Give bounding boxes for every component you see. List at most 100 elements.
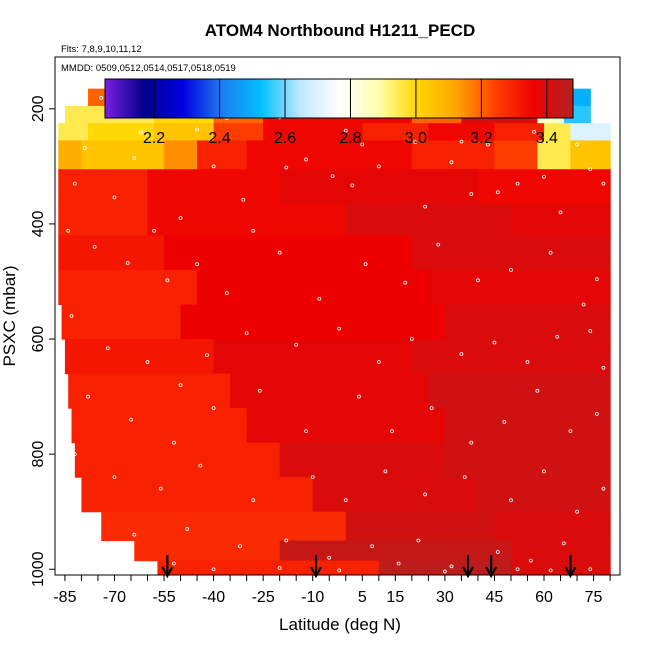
curtain-cell	[58, 123, 89, 142]
sample-point	[211, 164, 216, 169]
x-tick-label: 45	[486, 589, 504, 606]
sample-point	[211, 567, 216, 572]
curtain-cell	[147, 203, 347, 237]
sample-point	[528, 558, 533, 563]
sample-point	[132, 155, 137, 160]
sample-point	[449, 160, 454, 165]
curtain-cell	[197, 140, 248, 170]
curtain-cell	[61, 304, 182, 340]
flight-arrow	[310, 555, 322, 579]
curtain-cell	[157, 560, 380, 575]
sample-point	[357, 394, 361, 399]
sample-point	[568, 429, 573, 434]
curtain-layer	[81, 477, 611, 513]
curtain-cell	[428, 269, 611, 306]
sample-point	[112, 475, 117, 480]
curtain-cell	[81, 140, 165, 170]
flight-arrow	[564, 555, 577, 579]
sample-point	[423, 492, 427, 497]
y-tick-label: 1000	[30, 551, 47, 587]
curtain-cell	[570, 140, 611, 170]
curtain-layer	[58, 140, 611, 170]
sample-point	[376, 164, 381, 169]
curtain-cell	[58, 203, 149, 237]
sample-point	[178, 216, 183, 221]
sample-point	[594, 277, 599, 282]
curtain-cell	[88, 88, 106, 107]
sample-point	[251, 498, 256, 503]
sample-point	[145, 360, 150, 364]
curtain-cell	[58, 140, 83, 170]
sample-point	[158, 486, 163, 491]
sample-point	[284, 165, 289, 170]
sample-point	[495, 190, 500, 195]
sample-point	[601, 365, 606, 370]
sample-point	[244, 331, 249, 336]
curtain-layer	[134, 540, 611, 562]
sample-point	[532, 129, 536, 134]
curtain-cell	[279, 442, 446, 478]
sample-point	[257, 388, 262, 393]
curtain-layer	[71, 408, 611, 444]
sample-point	[165, 278, 170, 283]
sample-point	[99, 95, 104, 100]
sample-point	[588, 567, 593, 572]
curtain-cell	[544, 123, 572, 142]
x-tick-label: 30	[436, 589, 454, 606]
curtain-layer	[74, 442, 611, 478]
curtain-cell	[230, 373, 429, 409]
sample-point	[492, 340, 497, 345]
sample-point	[304, 429, 309, 434]
sample-point	[178, 383, 183, 387]
x-tick-label: 60	[535, 589, 553, 606]
curtain-cell	[378, 560, 512, 575]
colorbar-tick-label: 2.4	[208, 130, 230, 147]
sample-point	[403, 280, 408, 285]
curtain-layer	[101, 511, 611, 542]
sample-point	[485, 142, 490, 147]
sample-point	[396, 561, 401, 566]
curtain-layer	[58, 269, 611, 306]
x-tick-label: -70	[103, 589, 126, 606]
curtain-cell	[147, 169, 281, 205]
curtain-cell	[74, 442, 281, 478]
colorbar-frame	[104, 78, 574, 119]
sample-point	[555, 334, 560, 339]
sample-point	[92, 245, 97, 249]
chart-title: ATOM4 Northbound H1211_PECD	[205, 21, 475, 40]
sample-point	[548, 568, 553, 573]
curtain-cell	[444, 442, 611, 478]
colorbar-tick-label: 3.4	[536, 130, 558, 147]
curtain-cell	[164, 235, 413, 271]
sample-point	[575, 142, 579, 147]
curtain-cell	[537, 140, 572, 170]
x-tick-label: 15	[386, 589, 404, 606]
curtain-cell	[154, 123, 215, 142]
curtain-cell	[362, 123, 429, 142]
curtain-layer	[58, 203, 611, 237]
flight-arrow	[485, 555, 498, 579]
curtain-cell	[58, 169, 149, 205]
sample-point	[238, 544, 242, 549]
curtain-cell	[81, 477, 314, 513]
sample-point	[515, 181, 520, 186]
y-tick-label: 400	[30, 210, 47, 237]
sample-point	[129, 417, 133, 422]
y-tick-label: 600	[30, 326, 47, 353]
curtain-cell	[88, 123, 155, 142]
curtain-cell	[411, 339, 611, 375]
curtain-cell	[58, 235, 165, 271]
curtain-cell	[246, 408, 446, 444]
x-tick-label: -85	[53, 589, 76, 606]
curtain-layers	[58, 88, 611, 575]
sample-point	[360, 142, 365, 147]
sample-point	[343, 498, 348, 503]
curtain-cell	[411, 140, 496, 170]
sample-point	[185, 527, 190, 531]
sample-point	[509, 268, 513, 272]
sample-point	[495, 550, 500, 554]
x-axis-label: Latitude (deg N)	[279, 615, 401, 634]
sample-point	[601, 486, 606, 491]
y-tick-label: 800	[30, 441, 47, 468]
